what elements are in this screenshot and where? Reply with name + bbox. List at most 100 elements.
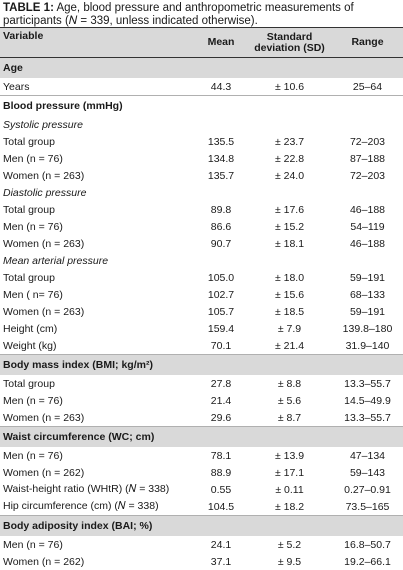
cell-mean: 90.7 bbox=[195, 235, 247, 252]
cell-sd: ± 8.8 bbox=[247, 375, 332, 392]
cell-range: 31.9–140 bbox=[332, 337, 403, 355]
cell-mean: 135.5 bbox=[195, 133, 247, 150]
cell-sd: ± 24.0 bbox=[247, 167, 332, 184]
subgroup-row: Mean arterial pressure bbox=[0, 252, 403, 269]
header-sd-line2: deviation (SD) bbox=[254, 42, 325, 54]
cell-range: 72–203 bbox=[332, 167, 403, 184]
cell-range: 68–133 bbox=[332, 286, 403, 303]
caption-label: TABLE 1: bbox=[3, 2, 54, 14]
subgroup-label: Mean arterial pressure bbox=[0, 252, 403, 269]
cell-range: 73.5–165 bbox=[332, 498, 403, 516]
cell-mean: 70.1 bbox=[195, 337, 247, 355]
cell-range: 87–188 bbox=[332, 150, 403, 167]
subgroup-row: Diastolic pressure bbox=[0, 184, 403, 201]
subgroup-label: Diastolic pressure bbox=[0, 184, 403, 201]
cell-variable: Men ( n= 76) bbox=[0, 286, 195, 303]
cell-sd: ± 8.7 bbox=[247, 409, 332, 427]
caption-text: Age, blood pressure and anthropometric m… bbox=[3, 2, 354, 27]
cell-sd: ± 15.6 bbox=[247, 286, 332, 303]
cell-sd: ± 18.5 bbox=[247, 303, 332, 320]
cell-sd: ± 18.1 bbox=[247, 235, 332, 252]
cell-variable: Men (n = 76) bbox=[0, 447, 195, 464]
cell-sd: ± 13.9 bbox=[247, 447, 332, 464]
cell-range: 0.27–0.91 bbox=[332, 481, 403, 498]
cell-mean: 88.9 bbox=[195, 464, 247, 481]
cell-variable: Total group bbox=[0, 133, 195, 150]
cell-range: 16.8–50.7 bbox=[332, 536, 403, 553]
cell-variable: Women (n = 263) bbox=[0, 409, 195, 427]
cell-range: 46–188 bbox=[332, 201, 403, 218]
cell-range: 13.3–55.7 bbox=[332, 375, 403, 392]
cell-sd: ± 22.8 bbox=[247, 150, 332, 167]
section-label: Waist circumference (WC; cm) bbox=[0, 427, 403, 448]
cell-range: 46–188 bbox=[332, 235, 403, 252]
cell-range: 47–134 bbox=[332, 447, 403, 464]
cell-mean: 27.8 bbox=[195, 375, 247, 392]
cell-mean: 37.1 bbox=[195, 553, 247, 570]
cell-mean: 86.6 bbox=[195, 218, 247, 235]
cell-mean: 44.3 bbox=[195, 78, 247, 96]
table-row: Hip circumference (cm) (𝑁 = 338)104.5± 1… bbox=[0, 498, 403, 516]
cell-variable: Men (n = 76) bbox=[0, 392, 195, 409]
subgroup-row: Systolic pressure bbox=[0, 116, 403, 133]
header-range: Range bbox=[332, 28, 403, 58]
cell-mean: 29.6 bbox=[195, 409, 247, 427]
cell-range: 19.2–66.1 bbox=[332, 553, 403, 570]
cell-mean: 89.8 bbox=[195, 201, 247, 218]
cell-sd: ± 17.1 bbox=[247, 464, 332, 481]
cell-variable: Years bbox=[0, 78, 195, 96]
cell-range: 25–64 bbox=[332, 78, 403, 96]
cell-sd: ± 18.2 bbox=[247, 498, 332, 516]
cell-sd: ± 15.2 bbox=[247, 218, 332, 235]
cell-variable: Men (n = 76) bbox=[0, 150, 195, 167]
cell-mean: 104.5 bbox=[195, 498, 247, 516]
cell-sd: ± 18.0 bbox=[247, 269, 332, 286]
section-label: Body adiposity index (BAI; %) bbox=[0, 516, 403, 537]
cell-range: 72–203 bbox=[332, 133, 403, 150]
cell-range: 14.5–49.9 bbox=[332, 392, 403, 409]
cell-sd: ± 17.6 bbox=[247, 201, 332, 218]
section-label: Blood pressure (mmHg) bbox=[0, 96, 403, 117]
cell-mean: 0.55 bbox=[195, 481, 247, 498]
cell-sd: ± 7.9 bbox=[247, 320, 332, 337]
cell-variable: Total group bbox=[0, 201, 195, 218]
cell-sd: ± 10.6 bbox=[247, 78, 332, 96]
section-row: Age bbox=[0, 58, 403, 79]
cell-sd: ± 21.4 bbox=[247, 337, 332, 355]
cell-variable: Men (n = 76) bbox=[0, 536, 195, 553]
cell-variable: Women (n = 263) bbox=[0, 167, 195, 184]
cell-mean: 24.1 bbox=[195, 536, 247, 553]
cell-variable: Men (n = 76) bbox=[0, 218, 195, 235]
cell-range: 59–191 bbox=[332, 269, 403, 286]
cell-variable: Total group bbox=[0, 375, 195, 392]
cell-variable: Women (n = 263) bbox=[0, 303, 195, 320]
cell-sd: ± 5.2 bbox=[247, 536, 332, 553]
cell-variable: Weight (kg) bbox=[0, 337, 195, 355]
section-label: Body mass index (BMI; kg/m²) bbox=[0, 355, 403, 376]
cell-variable: Waist-height ratio (WHtR) (𝑁 = 338) bbox=[0, 481, 195, 498]
header-mean: Mean bbox=[195, 28, 247, 58]
section-row: Blood pressure (mmHg) bbox=[0, 96, 403, 117]
cell-range: 13.3–55.7 bbox=[332, 409, 403, 427]
cell-mean: 102.7 bbox=[195, 286, 247, 303]
cell-mean: 78.1 bbox=[195, 447, 247, 464]
